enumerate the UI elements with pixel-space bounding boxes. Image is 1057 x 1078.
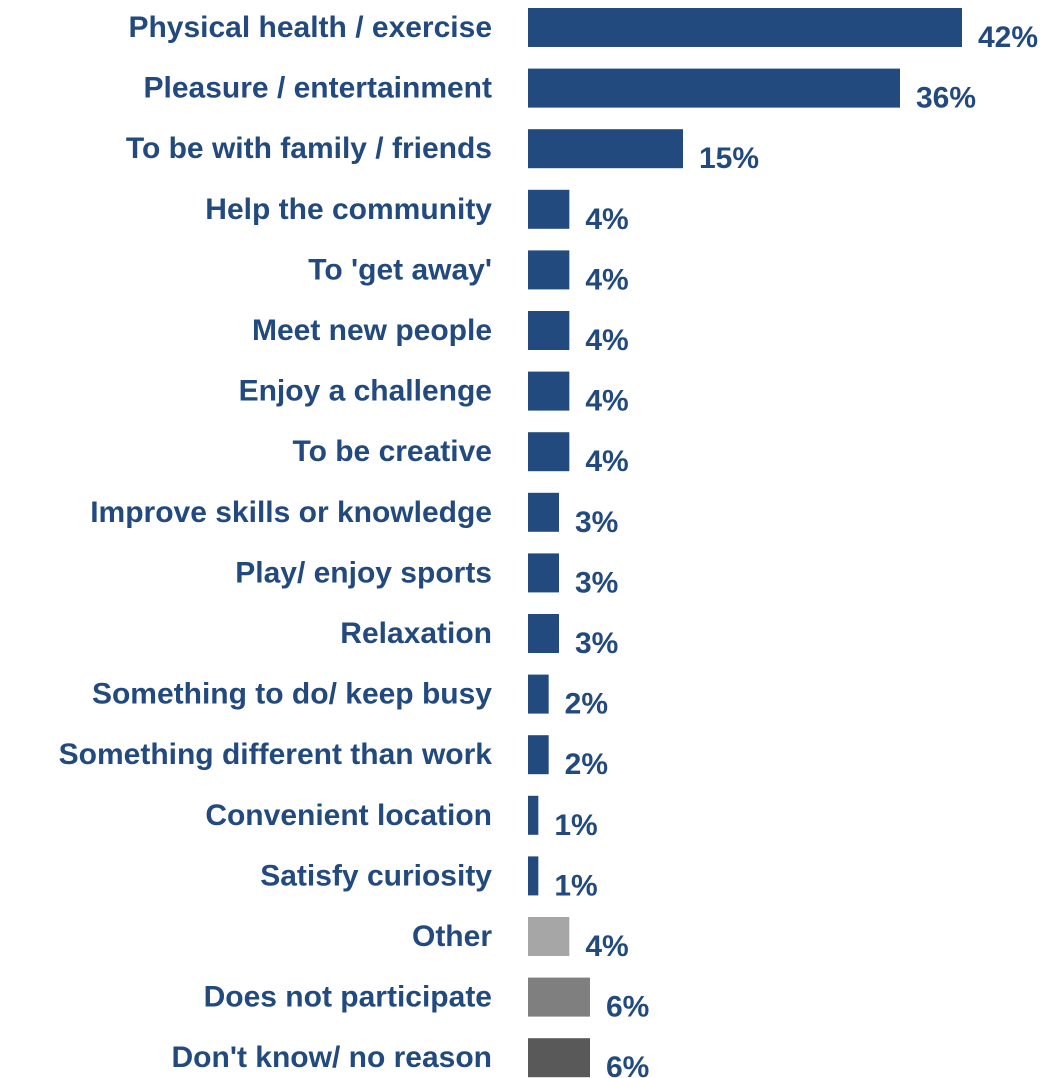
category-label: Improve skills or knowledge <box>90 496 492 529</box>
data-label: 3% <box>575 566 618 599</box>
data-label: 4% <box>585 203 628 236</box>
data-label: 1% <box>554 869 597 902</box>
bar <box>528 250 570 290</box>
value-labels: 42%36% 15% 4% 4% 4% 4% 4% 3% 3% 3% 2% 2% 1% 1% 4% 6% 6% <box>554 21 1038 1078</box>
category-label: Something different than work <box>59 738 493 771</box>
category-label: Other <box>412 920 492 953</box>
bar <box>528 553 559 593</box>
data-label: 15% <box>699 142 759 175</box>
category-label: Enjoy a challenge <box>239 375 492 408</box>
bars <box>528 8 962 1078</box>
bar <box>528 492 559 532</box>
bar <box>528 917 570 956</box>
bar <box>528 189 570 229</box>
bar <box>528 795 539 835</box>
category-label: To be creative <box>292 435 492 468</box>
category-label: Meet new people <box>252 314 492 347</box>
bar <box>528 856 539 896</box>
data-label: 4% <box>585 263 628 296</box>
category-label: Pleasure / entertainment <box>144 72 492 105</box>
data-label: 1% <box>554 809 597 842</box>
category-label: To 'get away' <box>308 253 492 286</box>
data-label: 6% <box>606 991 649 1024</box>
data-label: 4% <box>585 324 628 357</box>
bar <box>528 735 549 775</box>
data-label: 2% <box>565 748 608 781</box>
category-label: Relaxation <box>340 617 492 650</box>
category-label: Don't know/ no reason <box>172 1041 492 1074</box>
data-label: 4% <box>585 930 628 963</box>
bar <box>528 1038 590 1078</box>
data-label: 2% <box>565 688 608 721</box>
bar <box>528 432 570 472</box>
category-label: Physical health / exercise <box>128 11 492 44</box>
category-label: Help the community <box>205 193 492 226</box>
category-label: Something to do/ keep busy <box>92 678 492 711</box>
bar <box>528 8 962 47</box>
data-label: 42% <box>978 21 1038 54</box>
bar <box>528 614 559 653</box>
category-label: Satisfy curiosity <box>260 859 492 892</box>
data-label: 6% <box>606 1051 649 1078</box>
bar <box>528 977 590 1017</box>
category-label: Convenient location <box>205 799 492 832</box>
data-label: 3% <box>575 627 618 660</box>
data-label: 36% <box>916 82 976 115</box>
data-label: 4% <box>585 445 628 478</box>
bar <box>528 371 570 411</box>
category-label: Play/ enjoy sports <box>235 556 492 589</box>
category-label: Does not participate <box>204 981 492 1014</box>
category-label: To be with family / friends <box>126 132 492 165</box>
data-label: 4% <box>585 385 628 418</box>
category-labels: Physical health / exercise Pleasure / ent… <box>59 11 493 1074</box>
bar <box>528 68 900 108</box>
bar <box>528 311 570 350</box>
data-label: 3% <box>575 506 618 539</box>
bar <box>528 129 683 169</box>
bar <box>528 674 549 714</box>
